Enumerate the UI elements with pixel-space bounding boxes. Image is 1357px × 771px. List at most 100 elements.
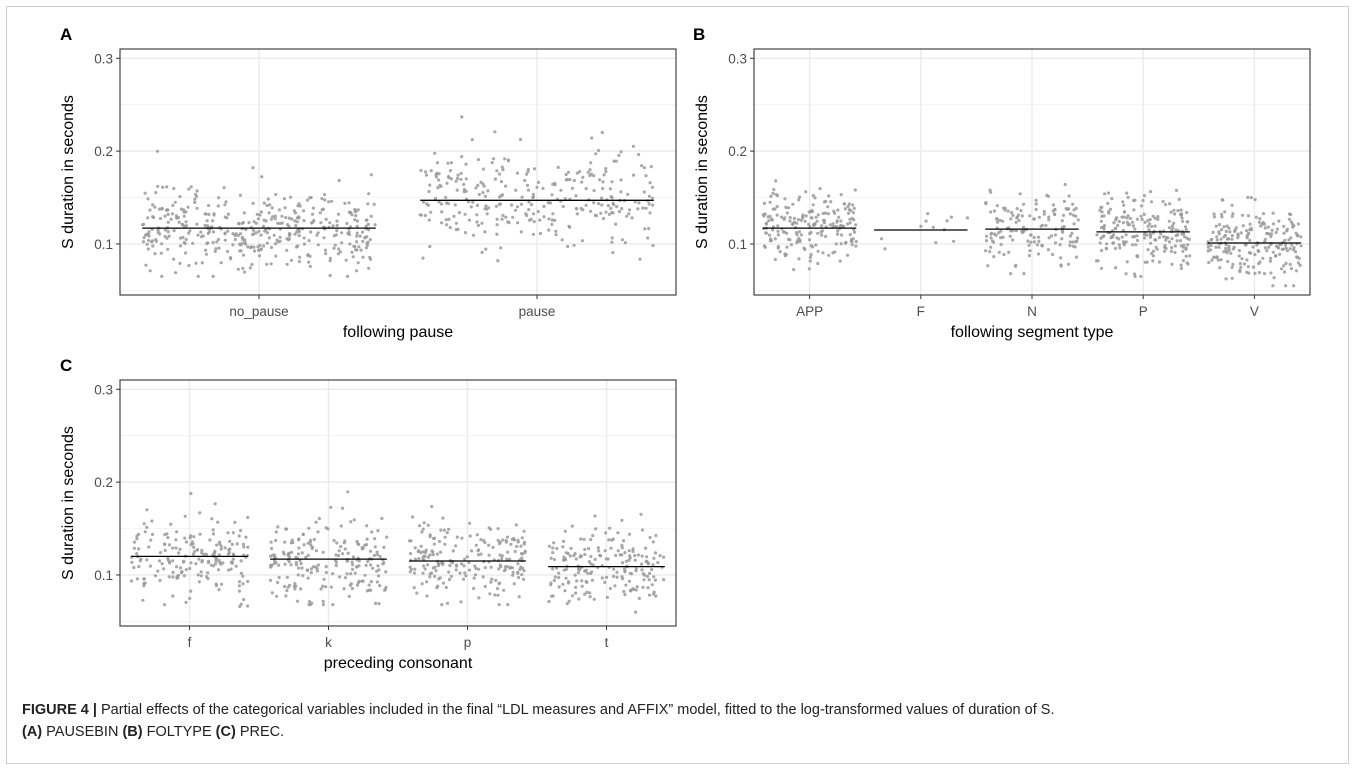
data-point [816, 231, 820, 235]
data-point [294, 584, 298, 588]
data-point [814, 243, 818, 247]
data-point [992, 209, 997, 213]
data-point [145, 508, 149, 512]
data-point [772, 188, 776, 192]
data-point [1011, 238, 1015, 242]
data-point [1171, 226, 1175, 230]
data-point [1162, 235, 1166, 239]
data-point [383, 588, 387, 592]
data-point [226, 249, 230, 254]
data-point [1011, 229, 1015, 233]
data-point [205, 241, 209, 246]
data-point [284, 527, 289, 531]
data-point [186, 205, 190, 209]
data-point [832, 225, 836, 229]
data-point [593, 514, 597, 518]
data-point [515, 205, 520, 209]
data-point [367, 583, 371, 587]
data-point [455, 535, 459, 539]
data-point [434, 173, 438, 177]
data-point [337, 549, 341, 553]
data-point [515, 171, 520, 175]
data-point [177, 220, 181, 224]
data-point [578, 170, 582, 174]
data-point [204, 248, 208, 252]
data-point [652, 556, 656, 560]
data-point [1271, 284, 1275, 288]
data-point [518, 137, 523, 142]
data-point [1292, 246, 1296, 250]
data-point [831, 222, 835, 226]
data-point [141, 598, 145, 602]
data-point [423, 554, 427, 558]
data-point [242, 211, 246, 215]
data-point [1220, 228, 1224, 232]
data-point [334, 560, 338, 564]
data-point [644, 546, 648, 550]
data-point [223, 546, 227, 550]
data-point [647, 227, 651, 231]
data-point [215, 240, 219, 244]
data-point [204, 212, 208, 216]
data-point [429, 571, 434, 575]
data-point [1121, 200, 1125, 204]
data-point [1261, 256, 1265, 260]
data-point [300, 566, 304, 570]
data-point [572, 243, 576, 247]
data-point [354, 269, 359, 273]
data-point [165, 185, 169, 189]
data-point [831, 251, 835, 255]
data-point [555, 546, 559, 551]
data-point [462, 190, 466, 194]
data-point [1062, 225, 1066, 229]
data-point [1009, 272, 1013, 276]
data-point [464, 162, 468, 166]
data-point [620, 238, 625, 242]
data-point [1292, 284, 1296, 288]
data-point [1229, 251, 1233, 255]
data-point [1299, 244, 1303, 248]
data-point [266, 197, 270, 201]
data-point [589, 161, 593, 165]
data-point [354, 214, 358, 218]
data-point [158, 551, 163, 555]
data-point [456, 173, 460, 177]
data-point [153, 252, 157, 256]
data-point [493, 177, 497, 181]
data-point [265, 203, 269, 208]
data-point [295, 599, 299, 603]
data-point [992, 255, 996, 259]
data-point [1248, 238, 1252, 242]
data-point [413, 557, 417, 561]
data-point [439, 184, 443, 188]
data-point [1096, 259, 1100, 263]
figure-caption: FIGURE 4 | Partial effects of the catego… [22, 699, 1342, 743]
data-point [217, 588, 221, 592]
data-point [575, 171, 579, 175]
data-point [480, 250, 484, 254]
data-point [989, 210, 993, 214]
data-point [474, 566, 478, 571]
data-point [1297, 256, 1301, 260]
data-point [1278, 243, 1282, 247]
data-point [248, 246, 253, 250]
data-point [424, 173, 429, 177]
data-point [490, 577, 494, 581]
data-point [458, 571, 462, 575]
data-point [989, 190, 993, 194]
data-point [1143, 220, 1147, 224]
data-point [364, 224, 368, 228]
data-point [376, 574, 381, 578]
data-point [150, 532, 155, 537]
data-point [781, 230, 786, 234]
data-point [1167, 240, 1172, 244]
data-point [1247, 271, 1251, 275]
caption-part-a-var: PAUSEBIN [46, 724, 119, 740]
data-point [298, 204, 302, 208]
data-point [1181, 259, 1185, 263]
data-point [331, 572, 335, 576]
data-point [1164, 246, 1168, 251]
data-point [320, 208, 324, 212]
data-point [1186, 243, 1190, 247]
data-point [631, 144, 636, 148]
